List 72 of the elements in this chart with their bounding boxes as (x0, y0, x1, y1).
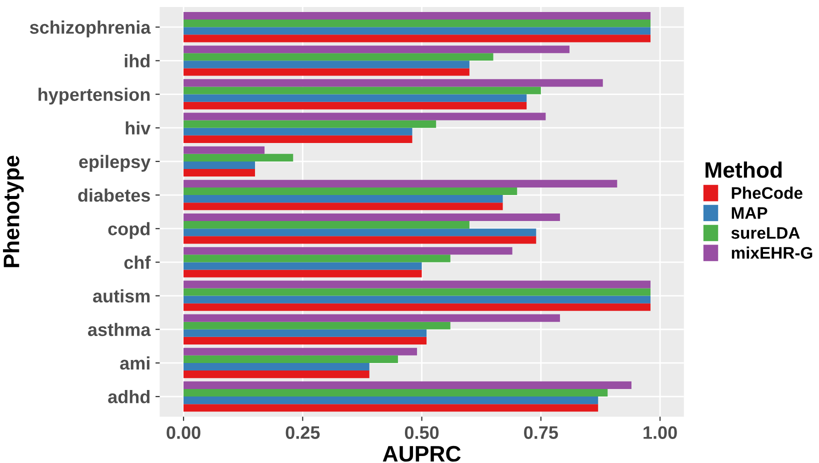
bar (184, 288, 651, 296)
bar (184, 396, 598, 404)
bar (184, 214, 560, 222)
legend-label: mixEHR-G (732, 246, 812, 259)
bar (184, 94, 527, 102)
bar (184, 128, 412, 136)
y-tick-label: epilepsy (79, 154, 151, 172)
bar (184, 86, 541, 94)
bar (184, 102, 527, 110)
bar (184, 79, 603, 87)
bar (184, 329, 427, 337)
bar (184, 362, 370, 371)
bar (184, 381, 632, 389)
y-tick-label: diabetes (78, 188, 150, 202)
x-tick-label: 0.50 (404, 426, 439, 439)
bar (184, 161, 256, 169)
bar (184, 270, 422, 278)
x-tick-label: 1.00 (644, 426, 677, 439)
bar (184, 20, 651, 28)
bar (184, 296, 651, 304)
bar (184, 34, 651, 42)
bar (184, 27, 651, 35)
bar (184, 154, 294, 162)
bar (184, 228, 536, 236)
bar (184, 348, 418, 356)
bar (184, 60, 470, 68)
bar (184, 388, 608, 397)
y-tick-label: ami (120, 356, 150, 370)
bar (184, 68, 470, 76)
bar (184, 169, 256, 177)
y-tick-label: copd (108, 222, 150, 239)
y-tick-label: chf (124, 256, 151, 269)
x-tick-label: 0.25 (286, 426, 320, 439)
y-axis-title: Phenotype (3, 156, 24, 268)
legend-label: MAP (732, 207, 768, 219)
y-tick-label: hypertension (38, 88, 150, 105)
bar (184, 120, 436, 128)
bar (184, 262, 422, 270)
bar (184, 254, 450, 262)
bar (184, 12, 651, 20)
bar (184, 180, 618, 188)
y-tick-label: asthma (88, 322, 151, 336)
bar (184, 112, 546, 120)
y-tick-label: hiv (126, 121, 151, 134)
bar (184, 336, 427, 344)
bar (184, 355, 398, 363)
legend-label: sureLDA (731, 227, 800, 239)
bar (184, 221, 470, 229)
bar (184, 236, 536, 244)
y-tick-label: ihd (124, 54, 150, 68)
bar (184, 370, 370, 378)
bar (184, 135, 412, 143)
bar (184, 202, 503, 210)
bar (184, 187, 518, 196)
bar (184, 322, 450, 330)
bar (184, 404, 598, 412)
legend-title: Method (706, 162, 782, 178)
bar (184, 303, 651, 311)
bar (184, 53, 494, 61)
bar (184, 46, 570, 54)
x-tick-label: 0.00 (166, 426, 200, 439)
bar (184, 280, 651, 288)
y-tick-label: schizophrenia (30, 20, 151, 38)
bar (184, 146, 265, 154)
y-tick-label: adhd (108, 390, 150, 404)
y-tick-label: autism (93, 289, 150, 303)
x-tick-label: 0.75 (524, 426, 558, 439)
bar (184, 195, 503, 203)
bar (184, 314, 560, 322)
legend-label: PheCode (732, 186, 802, 199)
bar (184, 247, 512, 255)
x-axis-title: AUPRC (382, 446, 461, 462)
